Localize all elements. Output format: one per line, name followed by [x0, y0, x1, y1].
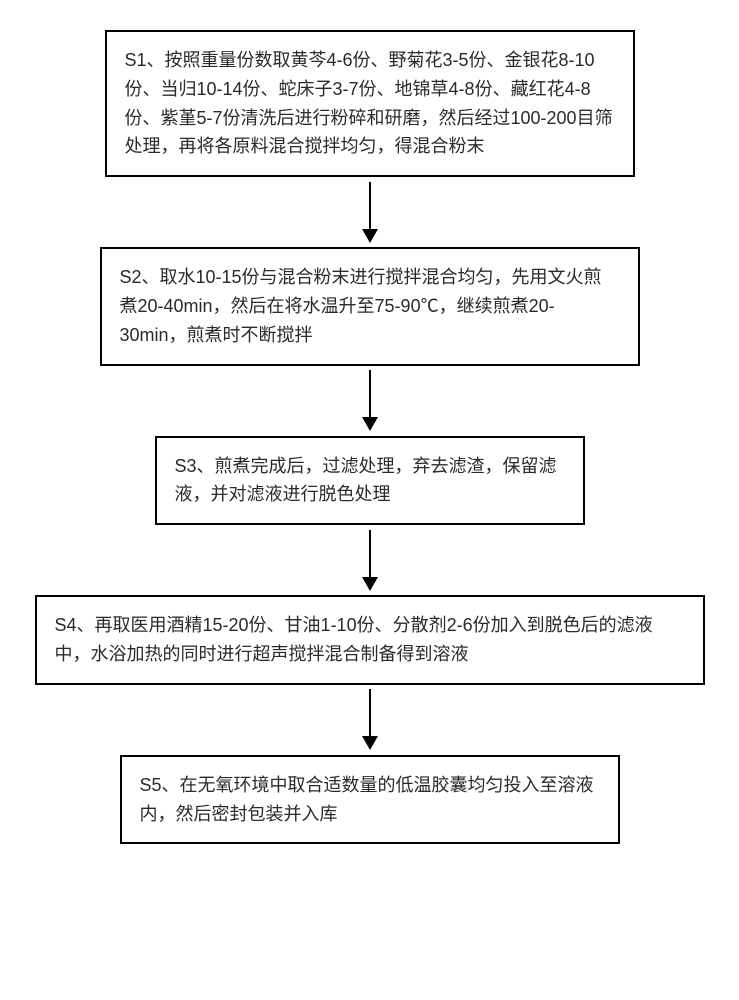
arrow-connector: [362, 525, 378, 595]
step-box-s3: S3、煎煮完成后，过滤处理，弃去滤渣，保留滤液，并对滤液进行脱色处理: [155, 436, 585, 526]
step-box-s2: S2、取水10-15份与混合粉末进行搅拌混合均匀，先用文火煎煮20-40min，…: [100, 247, 640, 365]
step-box-s1: S1、按照重量份数取黄芩4-6份、野菊花3-5份、金银花8-10份、当归10-1…: [105, 30, 635, 177]
arrow-connector: [362, 685, 378, 755]
arrow-head-icon: [362, 229, 378, 243]
arrow-head-icon: [362, 417, 378, 431]
step-box-s5: S5、在无氧环境中取合适数量的低温胶囊均匀投入至溶液内，然后密封包装并入库: [120, 755, 620, 845]
arrow-connector: [362, 177, 378, 247]
step-text: S4、再取医用酒精15-20份、甘油1-10份、分散剂2-6份加入到脱色后的滤液…: [55, 615, 653, 664]
arrow-line: [369, 370, 371, 418]
step-text: S5、在无氧环境中取合适数量的低温胶囊均匀投入至溶液内，然后密封包装并入库: [140, 775, 594, 824]
arrow-line: [369, 689, 371, 737]
step-text: S3、煎煮完成后，过滤处理，弃去滤渣，保留滤液，并对滤液进行脱色处理: [175, 456, 557, 505]
arrow-line: [369, 182, 371, 230]
step-text: S2、取水10-15份与混合粉末进行搅拌混合均匀，先用文火煎煮20-40min，…: [120, 267, 602, 345]
step-box-s4: S4、再取医用酒精15-20份、甘油1-10份、分散剂2-6份加入到脱色后的滤液…: [35, 595, 705, 685]
arrow-connector: [362, 366, 378, 436]
arrow-head-icon: [362, 577, 378, 591]
arrow-line: [369, 530, 371, 578]
arrow-head-icon: [362, 736, 378, 750]
step-text: S1、按照重量份数取黄芩4-6份、野菊花3-5份、金银花8-10份、当归10-1…: [125, 50, 613, 156]
